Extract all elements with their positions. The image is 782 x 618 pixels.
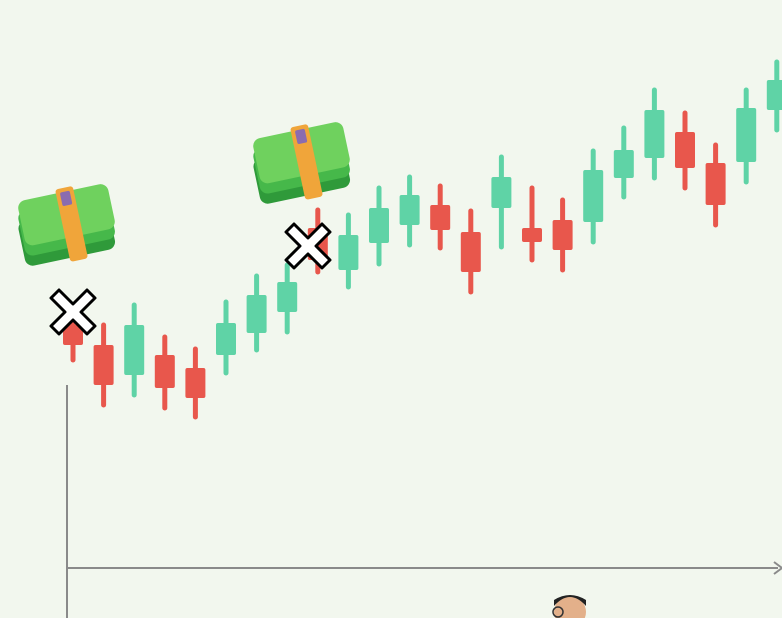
candle-body <box>583 170 604 222</box>
person-icon <box>552 595 586 618</box>
x-axis-arrow <box>773 561 782 575</box>
candle-body <box>675 132 695 168</box>
candle-body <box>338 235 359 270</box>
candle-body <box>644 110 665 158</box>
candle-body <box>613 150 634 178</box>
candle-body <box>705 163 726 205</box>
candle-body <box>246 295 267 333</box>
candle-body <box>216 323 236 355</box>
candle-body <box>736 108 757 162</box>
candle-body <box>430 205 451 230</box>
candle-body <box>399 195 420 225</box>
candle-body <box>460 232 481 272</box>
candles <box>63 59 782 420</box>
candle-body <box>154 355 175 388</box>
money-icon <box>18 184 116 266</box>
candle-body <box>552 220 573 250</box>
candle-body <box>124 325 145 375</box>
x-marker <box>49 288 97 336</box>
candle-body <box>522 228 542 242</box>
candle-body <box>369 208 389 243</box>
x-marker <box>284 222 332 270</box>
candle-body <box>277 282 298 312</box>
candle-body <box>491 177 512 208</box>
candle-body <box>63 325 83 345</box>
candle-body <box>185 368 206 398</box>
candle-body <box>93 345 114 385</box>
candle-body <box>766 80 782 110</box>
money-icon <box>253 122 351 204</box>
